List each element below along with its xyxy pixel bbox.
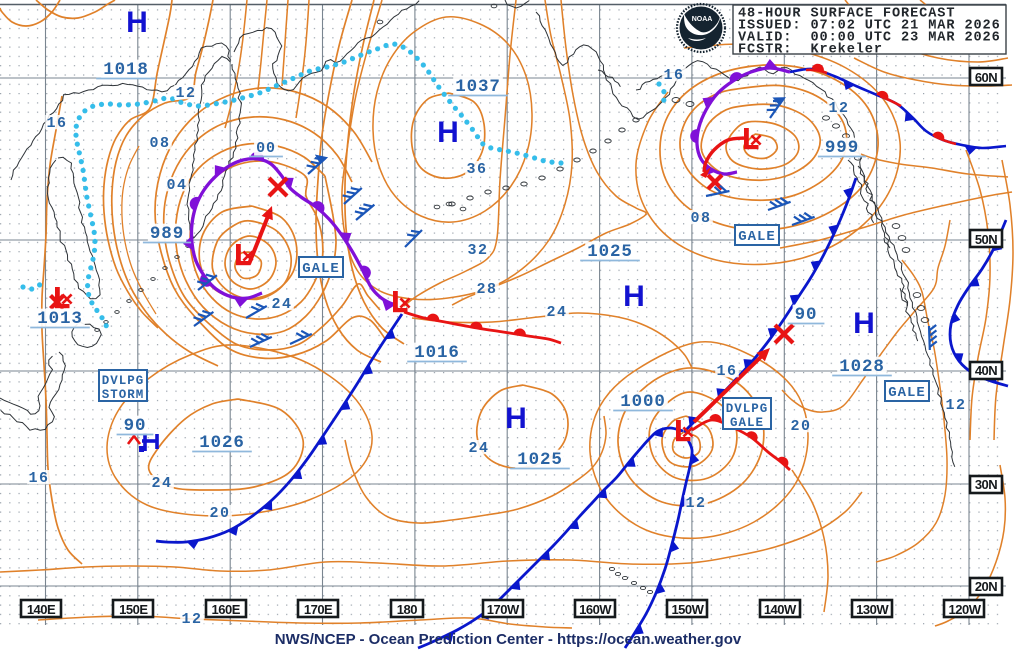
svg-text:H: H — [437, 116, 459, 149]
svg-text:NOAA: NOAA — [692, 16, 713, 23]
svg-text:00: 00 — [256, 140, 276, 157]
svg-text:16: 16 — [28, 470, 49, 487]
svg-text:16: 16 — [716, 363, 737, 380]
svg-text:DVLPG: DVLPG — [726, 402, 769, 416]
svg-text:1025: 1025 — [517, 450, 563, 470]
svg-text:24: 24 — [271, 296, 292, 313]
svg-text:NWS/NCEP - Ocean Prediction Ce: NWS/NCEP - Ocean Prediction Center - htt… — [275, 631, 742, 648]
svg-text:1018: 1018 — [103, 60, 149, 80]
svg-text:20: 20 — [209, 505, 230, 522]
svg-text:GALE: GALE — [302, 261, 340, 277]
svg-text:170W: 170W — [487, 602, 520, 617]
svg-text:24: 24 — [546, 304, 567, 321]
svg-text:150W: 150W — [671, 602, 704, 617]
svg-text:08: 08 — [690, 210, 711, 227]
svg-text:12: 12 — [181, 611, 202, 628]
svg-text:90: 90 — [124, 416, 147, 436]
svg-text:24: 24 — [151, 475, 172, 492]
svg-text:160E: 160E — [212, 602, 241, 617]
svg-text:16: 16 — [663, 67, 684, 84]
svg-text:1037: 1037 — [455, 77, 501, 97]
svg-text:180: 180 — [397, 602, 417, 617]
svg-text:12: 12 — [828, 100, 849, 117]
svg-text:50N: 50N — [975, 232, 997, 247]
svg-text:90: 90 — [795, 305, 818, 325]
svg-text:32: 32 — [467, 242, 488, 259]
svg-text:H: H — [126, 6, 148, 39]
svg-text:24: 24 — [468, 440, 489, 457]
svg-text:999: 999 — [825, 138, 859, 158]
svg-text:1016: 1016 — [414, 343, 460, 363]
svg-text:12: 12 — [685, 495, 706, 512]
svg-text:130W: 130W — [856, 602, 889, 617]
svg-text:STORM: STORM — [102, 388, 145, 402]
svg-text:170E: 170E — [304, 602, 333, 617]
svg-text:1026: 1026 — [199, 433, 245, 453]
svg-text:H: H — [853, 307, 875, 340]
svg-text:20: 20 — [790, 418, 811, 435]
svg-text:36: 36 — [466, 161, 487, 178]
svg-text:04: 04 — [166, 177, 187, 194]
svg-text:GALE: GALE — [738, 229, 776, 245]
svg-text:160W: 160W — [579, 602, 612, 617]
svg-text:120W: 120W — [949, 602, 982, 617]
svg-text:GALE: GALE — [730, 416, 764, 430]
svg-text:H: H — [505, 402, 527, 435]
svg-text:H: H — [623, 280, 645, 313]
svg-text:989: 989 — [150, 224, 184, 244]
svg-text:28: 28 — [476, 281, 497, 298]
svg-text:30N: 30N — [975, 477, 997, 492]
svg-text:40N: 40N — [975, 363, 997, 378]
svg-text:FCSTR: Krekeler: FCSTR: Krekeler — [738, 43, 883, 58]
svg-text:1013: 1013 — [37, 309, 83, 329]
svg-text:DVLPG: DVLPG — [102, 374, 145, 388]
svg-text:140W: 140W — [764, 602, 797, 617]
svg-text:12: 12 — [175, 85, 196, 102]
svg-text:60N: 60N — [975, 70, 997, 85]
svg-text:1000: 1000 — [620, 392, 666, 412]
svg-text:12: 12 — [945, 397, 966, 414]
svg-text:1028: 1028 — [839, 357, 885, 377]
svg-text:140E: 140E — [27, 602, 56, 617]
svg-text:08: 08 — [149, 135, 170, 152]
svg-text:1025: 1025 — [587, 242, 633, 262]
svg-text:150E: 150E — [119, 602, 148, 617]
svg-text:16: 16 — [46, 115, 67, 132]
svg-text:GALE: GALE — [888, 385, 926, 401]
svg-text:20N: 20N — [975, 579, 997, 594]
